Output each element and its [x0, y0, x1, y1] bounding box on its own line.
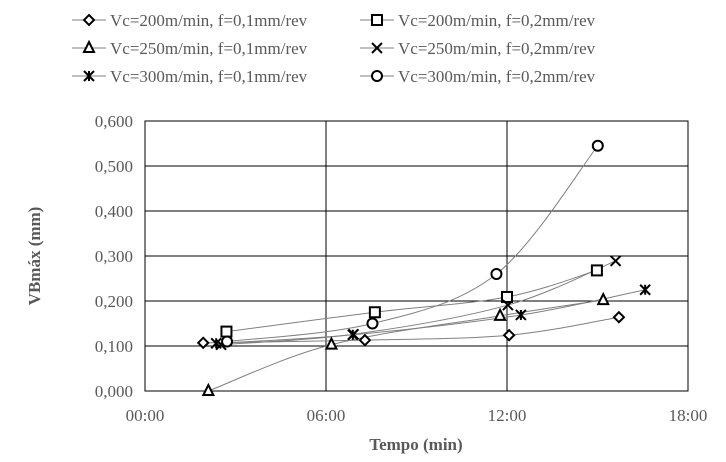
diamond-icon	[502, 328, 516, 342]
data-point-series-6	[490, 268, 503, 280]
x-icon	[609, 255, 622, 267]
series-line-6	[226, 145, 599, 342]
legend-item-2: Vc=200m/min, f=0,2mm/rev	[360, 11, 596, 30]
data-point-series-6	[366, 317, 379, 330]
data-point-series-6	[591, 139, 604, 152]
legend-item-1: Vc=200m/min, f=0,1mm/rev	[72, 11, 308, 30]
data-point-series-4	[609, 255, 622, 267]
diamond-icon	[612, 310, 626, 324]
y-tick-label: 0,500	[95, 157, 133, 176]
series-markers	[196, 139, 651, 396]
series-line-1	[203, 316, 619, 344]
diamond-icon	[82, 13, 96, 27]
legend-marker	[82, 39, 96, 53]
y-axis-label: VBmáx (mm)	[25, 207, 44, 306]
data-point-series-2	[220, 325, 233, 338]
diamond-icon	[358, 333, 372, 347]
x-axis-label: Tempo (min)	[369, 435, 462, 454]
series-lines	[203, 145, 646, 392]
legend-label: Vc=300m/min, f=0,1mm/rev	[110, 67, 308, 86]
data-point-series-1	[502, 328, 516, 342]
legend-marker	[371, 70, 383, 82]
star-icon	[515, 309, 527, 321]
circle-icon	[490, 268, 503, 280]
square-icon	[220, 325, 233, 338]
data-point-series-3	[493, 307, 507, 321]
legend-item-6: Vc=300m/min, f=0,2mm/rev	[360, 67, 596, 86]
tick-labels: 0,000 0,100 0,200 0,300 0,400 0,500 0,600 00:00…	[95, 112, 708, 425]
legend-item-5: Vc=300m/min, f=0,1mm/rev	[72, 67, 308, 86]
legend-label: Vc=300m/min, f=0,2mm/rev	[398, 67, 596, 86]
square-icon	[371, 14, 383, 26]
legend-label: Vc=250m/min, f=0,2mm/rev	[398, 39, 596, 58]
grid	[144, 120, 689, 392]
data-point-series-1	[358, 333, 372, 347]
y-tick-label: 0,100	[95, 337, 133, 356]
data-point-series-2	[501, 290, 513, 303]
data-point-series-2	[368, 306, 381, 319]
series-line-4	[220, 260, 616, 346]
y-tick-label: 0,200	[95, 292, 133, 311]
data-point-series-5	[515, 309, 527, 321]
star-icon	[639, 284, 651, 296]
x-tick-label: 00:00	[126, 406, 165, 425]
triangle-icon	[201, 382, 215, 396]
diamond-icon	[196, 336, 210, 350]
data-point-series-1	[612, 310, 626, 324]
square-icon	[590, 264, 603, 277]
circle-icon	[371, 70, 383, 82]
triangle-icon	[82, 39, 96, 53]
legend-marker	[371, 14, 383, 26]
star-icon	[347, 329, 359, 341]
legend: Vc=200m/min, f=0,1mm/rev Vc=200m/min, f=0…	[72, 11, 596, 86]
data-point-series-3	[324, 336, 339, 350]
square-icon	[368, 306, 381, 319]
y-tick-label: 0,400	[95, 202, 133, 221]
triangle-icon	[324, 336, 339, 350]
legend-item-4: Vc=250m/min, f=0,2mm/rev	[360, 39, 596, 58]
legend-marker	[82, 13, 96, 27]
data-point-series-5	[347, 329, 359, 341]
data-point-series-5	[210, 337, 222, 350]
series-line-2	[226, 269, 598, 333]
x-icon	[371, 42, 383, 54]
legend-marker	[371, 42, 383, 54]
circle-icon	[366, 317, 379, 330]
data-point-series-6	[221, 335, 234, 348]
circle-icon	[591, 139, 604, 152]
legend-label: Vc=200m/min, f=0,1mm/rev	[110, 11, 308, 30]
square-icon	[501, 290, 513, 303]
x-icon	[502, 299, 514, 311]
legend-label: Vc=200m/min, f=0,2mm/rev	[398, 11, 596, 30]
series-line-5	[216, 289, 646, 344]
legend-marker	[83, 70, 95, 82]
data-point-series-3	[596, 291, 610, 306]
circle-icon	[221, 335, 234, 348]
x-tick-label: 18:00	[669, 406, 708, 425]
y-tick-label: 0,600	[95, 112, 133, 131]
triangle-icon	[596, 291, 610, 306]
x-tick-label: 06:00	[307, 406, 346, 425]
triangle-icon	[493, 307, 507, 321]
data-point-series-1	[196, 336, 210, 350]
legend-item-3: Vc=250m/min, f=0,1mm/rev	[72, 39, 308, 58]
y-tick-label: 0,000	[95, 382, 133, 401]
star-icon	[83, 70, 95, 82]
star-icon	[210, 337, 222, 350]
data-point-series-5	[639, 284, 651, 296]
legend-label: Vc=250m/min, f=0,1mm/rev	[110, 39, 308, 58]
y-tick-label: 0,300	[95, 247, 133, 266]
data-point-series-4	[502, 299, 514, 311]
data-point-series-2	[590, 264, 603, 277]
data-point-series-3	[201, 382, 215, 396]
x-tick-label: 12:00	[488, 406, 527, 425]
